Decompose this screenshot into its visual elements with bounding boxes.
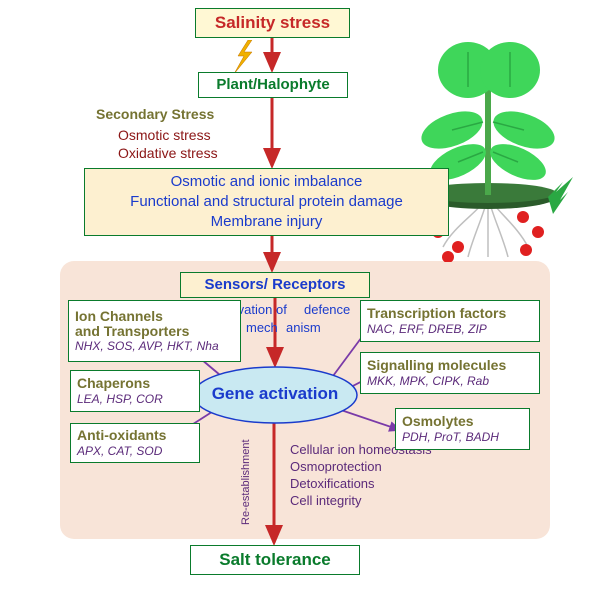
mechanism-label-2: anism <box>286 320 321 335</box>
side-box-chap-genes: LEA, HSP, COR <box>77 392 163 406</box>
side-box-sig-genes: MKK, MPK, CIPK, Rab <box>367 374 489 388</box>
sensors-receptors-box: Sensors/ Receptors <box>180 272 370 298</box>
gene-activation-label: Gene activation <box>193 384 357 404</box>
side-box-antiox-genes: APX, CAT, SOD <box>77 444 162 458</box>
side-box-osm-genes: PDH, ProT, BADH <box>402 430 499 444</box>
side-box-chap: ChaperonsLEA, HSP, COR <box>70 370 200 412</box>
side-box-tf-title: Transcription factors <box>367 306 506 321</box>
side-box-chap-title: Chaperons <box>77 376 150 391</box>
activation-defence-2: defence <box>304 302 350 317</box>
side-box-ion_ch: Ion Channels and TransportersNHX, SOS, A… <box>68 300 241 362</box>
sensors-receptors-label: Sensors/ Receptors <box>205 275 346 295</box>
mechanism-label-1: mech <box>246 320 278 335</box>
lightning-icon <box>230 40 260 75</box>
imbalance-line-3: Membrane injury <box>211 212 323 232</box>
secondary-stress-label: Secondary Stress <box>96 106 214 122</box>
outcome-4: Cell integrity <box>290 493 432 510</box>
outcome-3: Detoxifications <box>290 476 432 493</box>
imbalance-line-1: Osmotic and ionic imbalance <box>171 172 363 192</box>
osmotic-stress-label: Osmotic stress <box>118 127 211 143</box>
side-box-tf: Transcription factorsNAC, ERF, DREB, ZIP <box>360 300 540 342</box>
imbalance-line-2: Functional and structural protein damage <box>130 192 403 212</box>
plant-halophyte-label: Plant/Halophyte <box>216 75 329 95</box>
side-box-sig-title: Signalling molecules <box>367 358 506 373</box>
reestablishment-label: Re-establishment <box>240 439 252 525</box>
outcomes-list: Cellular ion homeostasis Osmoprotection … <box>290 442 432 510</box>
oxidative-stress-label: Oxidative stress <box>118 145 218 161</box>
salinity-stress-box: Salinity stress <box>195 8 350 38</box>
salt-tolerance-box: Salt tolerance <box>190 545 360 575</box>
imbalance-box: Osmotic and ionic imbalance Functional a… <box>84 168 449 236</box>
side-box-sig: Signalling moleculesMKK, MPK, CIPK, Rab <box>360 352 540 394</box>
side-box-tf-genes: NAC, ERF, DREB, ZIP <box>367 322 487 336</box>
salt-tolerance-label: Salt tolerance <box>219 549 331 572</box>
outcome-2: Osmoprotection <box>290 459 432 476</box>
side-box-antiox: Anti-oxidantsAPX, CAT, SOD <box>70 423 200 463</box>
plant-halophyte-box: Plant/Halophyte <box>198 72 348 98</box>
side-box-osm: OsmolytesPDH, ProT, BADH <box>395 408 530 450</box>
side-box-osm-title: Osmolytes <box>402 414 474 429</box>
salinity-stress-label: Salinity stress <box>215 12 330 35</box>
side-box-antiox-title: Anti-oxidants <box>77 428 166 443</box>
side-box-ion_ch-title: Ion Channels and Transporters <box>75 309 189 340</box>
side-box-ion_ch-genes: NHX, SOS, AVP, HKT, Nha <box>75 339 219 353</box>
